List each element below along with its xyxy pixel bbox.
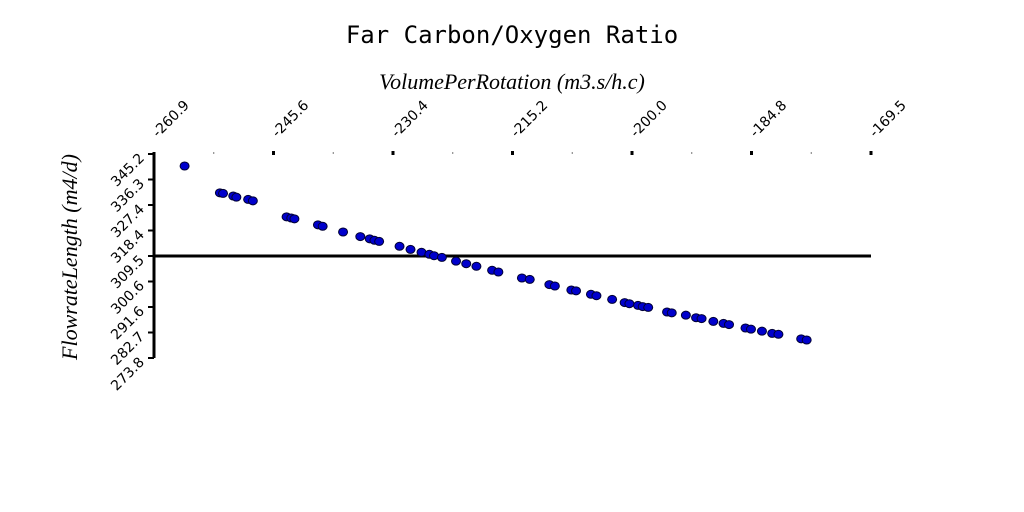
data-point <box>624 299 635 309</box>
data-point <box>461 259 472 269</box>
chart-title: Far Carbon/Oxygen Ratio <box>346 21 678 49</box>
data-point <box>708 316 719 326</box>
data-point <box>374 236 385 246</box>
data-point <box>680 310 691 320</box>
data-point <box>338 227 349 237</box>
data-point <box>773 329 784 339</box>
data-point <box>231 192 242 202</box>
x-tick-label: -169.5 <box>867 98 910 141</box>
data-point <box>696 314 707 324</box>
data-point <box>591 291 602 301</box>
data-point <box>724 320 735 330</box>
data-point <box>666 308 677 318</box>
data-point <box>471 261 482 271</box>
x-tick-label: -260.9 <box>150 98 193 141</box>
data-points <box>179 161 812 345</box>
data-point <box>179 161 190 171</box>
data-point <box>571 286 582 296</box>
x-axis-title: VolumePerRotation (m3.s/h.c) <box>379 69 645 94</box>
data-point <box>394 241 405 251</box>
x-tick-group: -260.9 -245.6 -230.4 -215.2 -200.0 -184.8 -169… <box>150 98 910 155</box>
data-point <box>493 267 504 277</box>
data-point <box>745 324 756 334</box>
data-point <box>549 281 560 291</box>
data-point <box>289 214 300 224</box>
data-point <box>756 326 767 336</box>
x-tick-label: -230.4 <box>389 98 432 141</box>
y-axis-title: FlowrateLength (m4/d) <box>57 154 82 361</box>
data-point <box>247 196 258 206</box>
x-tick-label: -200.0 <box>628 98 671 141</box>
data-point <box>355 232 366 242</box>
x-tick-label: -215.2 <box>508 98 551 141</box>
data-point <box>317 221 328 231</box>
x-tick-label: -184.8 <box>747 98 790 141</box>
x-tick-label: -245.6 <box>269 98 312 141</box>
data-point <box>218 188 229 198</box>
data-point <box>643 302 654 312</box>
data-point <box>524 274 535 284</box>
data-point <box>451 256 462 266</box>
y-tick-group: 345.2336.3327.4318.4309.5300.6291.6282.7… <box>108 151 154 394</box>
data-point <box>801 335 812 345</box>
data-point <box>405 244 416 254</box>
data-point <box>607 294 618 304</box>
data-point <box>436 252 447 262</box>
